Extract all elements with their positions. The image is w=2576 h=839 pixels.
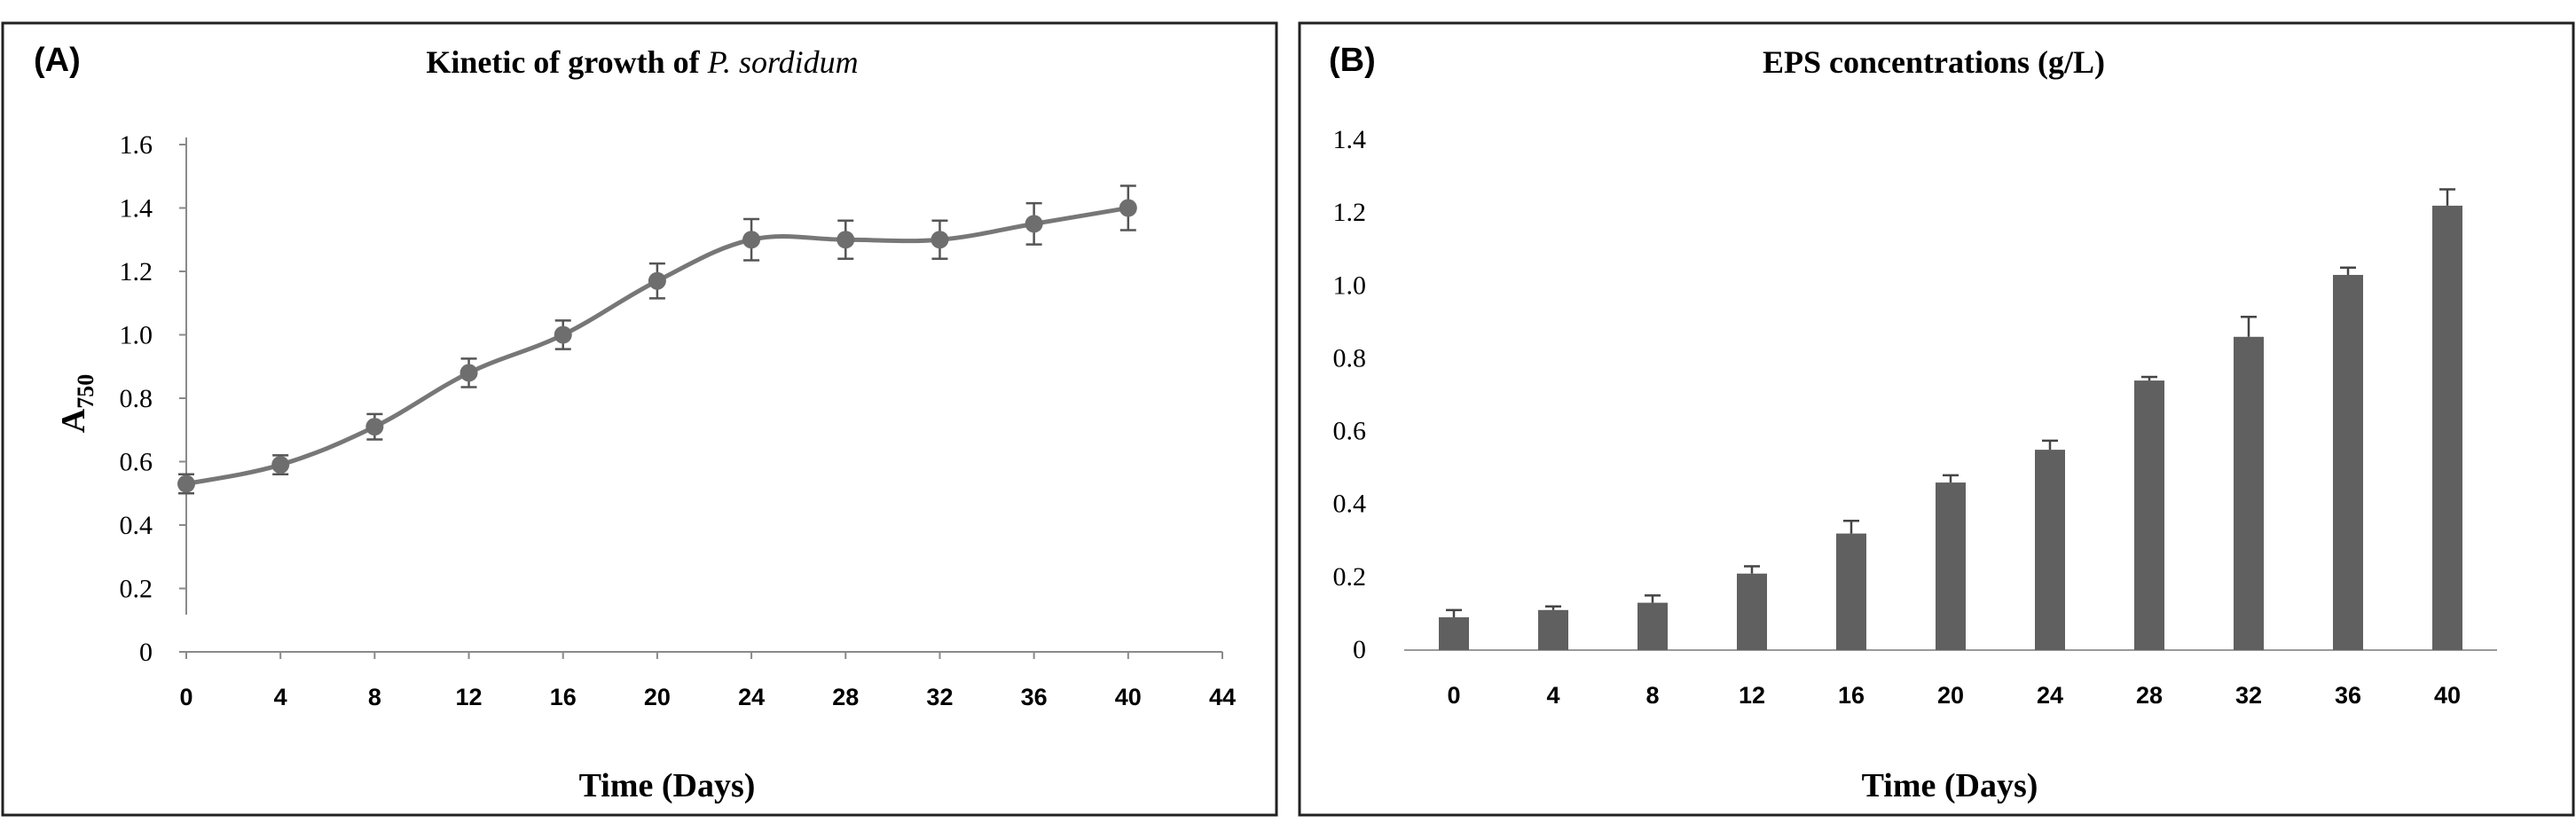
panel-b-y-tick-label: 0	[1353, 635, 1366, 664]
panel-a-label: (A)	[34, 42, 81, 79]
panel-a-data-point	[931, 231, 949, 249]
panel-b-bar	[1439, 617, 1469, 650]
panel-a-data-point	[459, 364, 478, 382]
panel-b-xlabel: Time (Days)	[1862, 767, 2038, 804]
panel-a-series-line	[185, 206, 1129, 486]
panel-a-x-tick-label: 4	[274, 684, 287, 710]
panel-a-data-point	[271, 456, 290, 474]
panel-b-error-bar	[2340, 266, 2356, 275]
panel-a-y-tick-label: 1.4	[120, 194, 153, 223]
panel-a-y-tick-label: 0.8	[120, 384, 153, 413]
panel-a-data-point	[648, 271, 666, 290]
panel-b-error-bar	[2439, 188, 2455, 206]
panel-a-x-tick-label: 20	[644, 684, 671, 710]
panel-b-x-tick-label: 32	[2235, 682, 2262, 709]
panel-b-bar	[1936, 482, 1966, 650]
panel-a-y-tick-label: 1.0	[120, 321, 153, 350]
panel-a-data-point	[742, 231, 761, 249]
panel-b-x-tick-label: 28	[2136, 682, 2163, 709]
panel-b-title: EPS concentrations (g/L)	[1763, 44, 2105, 80]
panel-b-error-bar	[1744, 565, 1760, 574]
panel-b-error-bar	[1645, 594, 1661, 603]
panel-a-x-tick-label: 12	[456, 684, 483, 710]
panel-a-x-tick-label: 44	[1209, 684, 1236, 710]
panel-b-x-tick-label: 40	[2434, 682, 2461, 709]
panel-a-x-tick-label: 32	[926, 684, 953, 710]
panel-b-x-tick-label: 36	[2335, 682, 2361, 709]
panel-a-y-tick-label: 0.6	[120, 448, 153, 477]
panel-b-error-bar	[1843, 519, 1859, 534]
panel-a-x-tick-label: 16	[550, 684, 577, 710]
panel-a-title: Kinetic of growth of P. sordidum	[426, 44, 858, 80]
panel-a-y-tick-label: 0.2	[120, 575, 153, 604]
panel-b-bar	[1538, 609, 1568, 650]
panel-a-data-point	[365, 418, 384, 436]
panel-a-frame	[1, 21, 1278, 817]
panel-b-bar	[1637, 602, 1668, 650]
panel-a-ylabel: A750	[55, 374, 98, 433]
panel-a-y-tick-label: 1.6	[120, 130, 153, 160]
panel-b-x-tick-label: 12	[1739, 682, 1765, 709]
panel-b-x-tick-label: 8	[1645, 682, 1659, 709]
panel-a-data-point	[554, 325, 572, 344]
panel-b-bar	[2432, 205, 2462, 650]
panel-b-plot: 0 0.2 0.4 0.6 0.8 1.0 1.2 1.4 0 4 8 12 16 20 24 28 32 36 4…	[1333, 125, 2497, 709]
panel-b-frame	[1298, 21, 2575, 817]
panel-b-bar	[2234, 336, 2264, 650]
panel-b-x-tick-label: 20	[1937, 682, 1964, 709]
panel-a-x-tick-label: 0	[179, 684, 192, 710]
panel-b-bar	[1836, 533, 1866, 650]
panel-b-y-tick-label: 1.2	[1333, 198, 1367, 227]
panel-b-error-bar	[1446, 608, 1462, 618]
panel-a-data-point	[1119, 199, 1137, 217]
panel-a-plot: 0 0.2 0.4 0.6 0.8 1.0 1.2 1.4 1.6 0 4 8 12 16 20 24 28 32…	[120, 130, 1237, 710]
panel-b-y-tick-label: 0.4	[1333, 490, 1367, 519]
panel-a-x-tick-label: 24	[738, 684, 765, 710]
panel-a-data-point	[836, 231, 855, 249]
panel-b-label: (B)	[1329, 42, 1376, 79]
panel-a-x-tick-label: 28	[832, 684, 859, 710]
panel-b-x-tick-label: 4	[1546, 682, 1559, 709]
panel-b-error-bar	[2241, 315, 2257, 337]
panel-a-x-tick-label: 40	[1115, 684, 1142, 710]
panel-b-y-tick-label: 0.8	[1333, 343, 1367, 372]
panel-b-error-bar	[1545, 605, 1561, 610]
panel-b-x-tick-label: 0	[1447, 682, 1460, 709]
panel-a-y-tick-label: 1.2	[120, 257, 153, 286]
panel-a-y-tick-label: 0.4	[120, 511, 153, 540]
panel-b-x-tick-label: 24	[2037, 682, 2063, 709]
panel-b-error-bar	[2141, 375, 2157, 381]
panel-b-bar	[2134, 380, 2164, 650]
panel-b-bar	[2035, 450, 2065, 650]
panel-b-x-tick-label: 16	[1838, 682, 1865, 709]
panel-b-bar	[1737, 573, 1767, 650]
panel-b-error-bar	[2042, 439, 2058, 451]
panel-a-data-point	[1025, 215, 1043, 233]
panel-b-y-tick-label: 0.6	[1333, 417, 1367, 446]
panel-b-y-tick-label: 1.4	[1333, 125, 1367, 154]
panel-b-y-tick-label: 0.2	[1333, 562, 1367, 592]
panel-b-y-tick-label: 1.0	[1333, 271, 1367, 300]
panel-b-error-bar	[1943, 474, 1959, 483]
panel-a-x-tick-label: 8	[368, 684, 381, 710]
panel-a-y-tick-label: 0	[139, 638, 153, 667]
panel-a-data-point	[177, 474, 195, 493]
panel-a-xlabel: Time (Days)	[579, 767, 756, 804]
panel-a-x-tick-label: 36	[1021, 684, 1048, 710]
panel-b-bar	[2333, 274, 2363, 650]
